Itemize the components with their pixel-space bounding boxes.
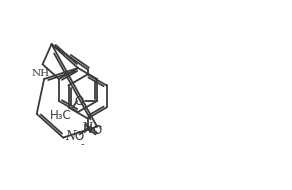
Text: NH: NH: [32, 69, 50, 78]
Text: O: O: [75, 94, 84, 108]
Text: -: -: [81, 139, 84, 149]
Text: O: O: [92, 124, 101, 137]
Text: H₃C: H₃C: [50, 109, 72, 122]
Text: N: N: [65, 130, 75, 143]
Text: N: N: [83, 124, 93, 136]
Text: +: +: [97, 124, 102, 130]
Text: O: O: [74, 130, 83, 143]
Text: N: N: [82, 122, 93, 135]
